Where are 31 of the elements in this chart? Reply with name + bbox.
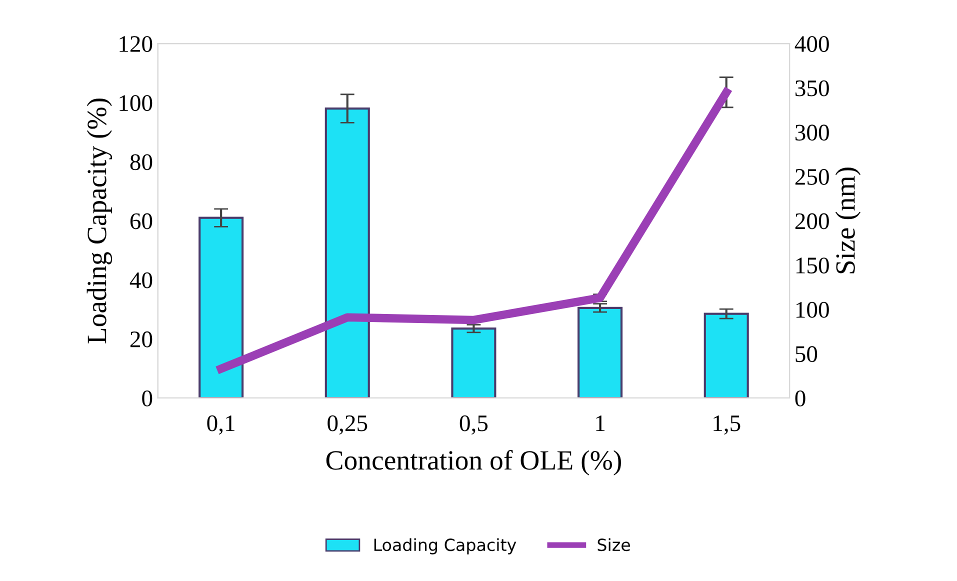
y-tick-label: 20 — [130, 331, 152, 348]
y2-tick-label: 100 — [796, 302, 829, 318]
y2-tick-label: 0 — [795, 390, 806, 406]
y-tick-label: 100 — [120, 95, 152, 112]
x-tick-label: 1 — [596, 415, 605, 432]
y2-tick-label: 250 — [795, 168, 829, 185]
y2-tick-label: 400 — [794, 36, 829, 52]
bar — [704, 312, 749, 398]
y-tick-label: 80 — [130, 154, 152, 170]
y-axis-title: Loading Capacity (%) — [86, 98, 112, 344]
legend-label: Size — [598, 538, 630, 552]
y-tick-label: 60 — [130, 213, 152, 230]
x-tick-label: 1,5 — [714, 415, 740, 435]
y-tick-label: 120 — [120, 36, 152, 52]
bar — [324, 108, 370, 398]
y2-tick-label: 50 — [796, 346, 818, 362]
x-tick-label: 0,1 — [207, 415, 234, 435]
y2-tick-label: 300 — [796, 124, 829, 141]
bar — [198, 216, 244, 398]
x-axis-title: Concentration of OLE (%) — [326, 450, 621, 476]
y2-tick-label: 150 — [796, 258, 829, 274]
y2-tick-label: 200 — [795, 213, 829, 230]
x-tick-label: 0,5 — [460, 415, 488, 435]
y2-axis-title: Size (nm) — [835, 168, 861, 274]
y-tick-label: 0 — [142, 390, 152, 406]
bar — [578, 306, 623, 398]
bar — [451, 328, 496, 398]
y2-tick-label: 350 — [796, 80, 829, 96]
y-tick-label: 40 — [130, 272, 152, 288]
x-tick-label: 0,25 — [328, 415, 368, 435]
legend-label: Loading Capacity — [374, 538, 516, 554]
